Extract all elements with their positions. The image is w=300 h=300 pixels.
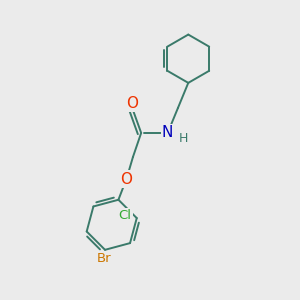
Text: O: O bbox=[126, 96, 138, 111]
Text: H: H bbox=[178, 132, 188, 145]
Text: O: O bbox=[120, 172, 132, 187]
Text: Br: Br bbox=[97, 252, 112, 265]
Text: Cl: Cl bbox=[118, 209, 131, 222]
Text: N: N bbox=[162, 125, 173, 140]
